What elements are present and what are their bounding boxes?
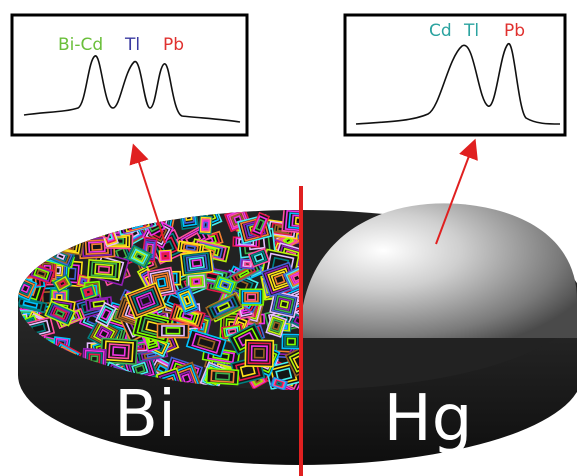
hg-voltammogram: Cd Tl Pb (343, 13, 567, 137)
bi-electrode-label: Bi (114, 378, 176, 452)
bismuth-crystal (59, 232, 76, 248)
hg-voltammogram-curve (355, 43, 561, 125)
bismuth-crystal (205, 292, 243, 322)
bismuth-crystal (124, 281, 167, 320)
hg-peak-label-tl: Tl (463, 21, 479, 41)
bismuth-crystal (270, 376, 289, 390)
bismuth-crystal (87, 259, 121, 281)
hg-peak-label-pb: Pb (504, 21, 525, 41)
bismuth-crystal (175, 285, 200, 316)
bismuth-crystal (52, 274, 73, 294)
bismuth-crystal (106, 210, 121, 237)
bismuth-crystal (52, 223, 80, 240)
bismuth-crystal (99, 337, 139, 366)
bismuth-crystal (78, 214, 114, 240)
bismuth-crystal (198, 215, 213, 235)
bismuth-crystal (18, 237, 39, 257)
bismuth-crystal (205, 367, 240, 386)
bismuth-crystal (18, 295, 48, 314)
bismuth-crystal (28, 220, 64, 236)
hg-voltammogram-frame (343, 13, 567, 137)
bi-arrow (129, 143, 166, 244)
bismuth-crystal (64, 210, 78, 228)
bismuth-crystal (79, 283, 97, 301)
bismuth-crystal (78, 214, 113, 235)
bismuth-crystal (18, 229, 39, 258)
bismuth-crystal (239, 288, 264, 306)
bi-voltammogram: Bi-Cd Tl Pb (10, 13, 249, 137)
bismuth-crystal (177, 240, 205, 256)
bismuth-crystal (158, 249, 173, 263)
hg-electrode-label: Hg (384, 382, 473, 456)
bismuth-crystal (18, 230, 42, 258)
bismuth-crystal (265, 313, 288, 338)
bismuth-crystal (44, 300, 76, 327)
bismuth-crystal (281, 333, 301, 350)
hg-arrow (435, 138, 478, 245)
bismuth-crystal (23, 223, 54, 254)
bismuth-crystal (73, 214, 94, 239)
bismuth-crystal (269, 290, 300, 319)
bi-peak-label-tl: Tl (124, 35, 140, 55)
bismuth-crystal (185, 273, 208, 290)
bismuth-crystal (156, 323, 190, 339)
mercury-dome (301, 203, 577, 338)
hg-peak-label-cd: Cd (429, 21, 452, 41)
bismuth-crystal (60, 216, 83, 243)
bismuth-crystal (179, 249, 214, 277)
bismuth-crystal (40, 230, 74, 252)
bismuth-crystal (38, 210, 61, 232)
bismuth-crystal (247, 247, 271, 268)
bismuth-crystal (212, 274, 238, 296)
bismuth-crystal (249, 211, 271, 239)
bi-voltammogram-frame (10, 13, 249, 137)
bismuth-crystal (125, 244, 153, 269)
bismuth-crystal (94, 301, 117, 328)
bismuth-crystal (18, 212, 36, 243)
bismuth-crystal (49, 210, 72, 230)
bismuth-crystal (177, 210, 200, 231)
bismuth-crystal (48, 233, 85, 256)
bismuth-crystal (89, 211, 110, 225)
bismuth-crystal (18, 227, 44, 255)
bismuth-crystal (101, 217, 115, 235)
bi-peak-label-bicd: Bi-Cd (58, 35, 103, 55)
bismuth-crystal (244, 339, 275, 368)
bismuth-crystal (185, 328, 227, 358)
bi-peak-label-pb: Pb (163, 35, 184, 55)
mercury-drop (301, 203, 577, 338)
bi-voltammogram-curve (23, 55, 241, 123)
